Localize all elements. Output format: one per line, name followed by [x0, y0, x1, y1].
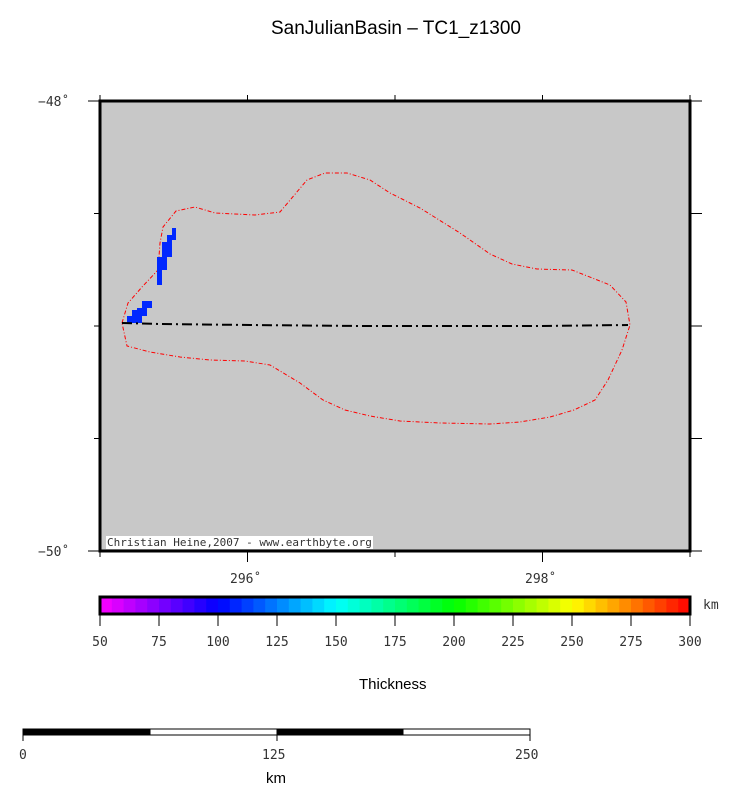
map-title: SanJulianBasin – TC1_z1300: [271, 18, 521, 39]
colorbar-swatch: [477, 597, 490, 614]
scale-label: 250: [515, 748, 539, 763]
scale-bar: [22, 728, 531, 741]
colorbar-swatch: [442, 597, 455, 614]
colorbar-swatch: [218, 597, 231, 614]
thickness-cell: [127, 316, 142, 323]
colorbar-swatch: [359, 597, 372, 614]
colorbar-ticks: [99, 614, 691, 626]
colorbar-swatch: [607, 597, 620, 614]
colorbar-swatch: [147, 597, 160, 614]
colorbar-swatch: [430, 597, 443, 614]
colorbar-swatch: [454, 597, 467, 614]
colorbar-swatch: [347, 597, 361, 614]
colorbar-swatch: [265, 597, 278, 614]
colorbar-swatch: [206, 597, 219, 614]
colorbar-swatch: [182, 597, 195, 614]
lat-label: −50˚: [38, 545, 70, 560]
map-frame-background: [100, 101, 690, 551]
thickness-cell: [167, 235, 172, 242]
colorbar-tick-label: 200: [442, 635, 466, 650]
colorbar-swatch: [465, 597, 479, 614]
colorbar-tick-label: 75: [151, 635, 167, 650]
lon-label: 296˚: [230, 572, 262, 587]
colorbar-swatch: [489, 597, 502, 614]
colorbar-swatch: [241, 597, 254, 614]
lon-label: 298˚: [525, 572, 557, 587]
colorbar-swatch: [159, 597, 172, 614]
colorbar-swatch: [418, 597, 431, 614]
thickness-cell: [142, 301, 152, 308]
lat-label: −48˚: [38, 95, 70, 110]
colorbar-swatch: [111, 597, 125, 614]
colorbar-swatch: [123, 597, 136, 614]
scale-label: 0: [19, 748, 27, 763]
colorbar-swatch: [336, 597, 349, 614]
colorbar-swatch: [536, 597, 549, 614]
colorbar-swatch: [654, 597, 667, 614]
colorbar-swatch: [678, 597, 691, 614]
scale-label: 125: [262, 748, 286, 763]
thickness-cell: [172, 228, 176, 240]
colorbar-swatch: [560, 597, 573, 614]
colorbar-swatch: [642, 597, 656, 614]
colorbar: [100, 597, 691, 614]
colorbar-swatch: [572, 597, 585, 614]
colorbar-tick-label: 275: [619, 635, 643, 650]
thickness-cell: [162, 257, 167, 270]
colorbar-swatch: [324, 597, 337, 614]
credit-label: Christian Heine,2007 - www.earthbyte.org: [106, 536, 373, 549]
colorbar-swatch: [583, 597, 597, 614]
colorbar-swatch: [619, 597, 632, 614]
colorbar-swatch: [100, 597, 113, 614]
thickness-cell: [162, 242, 172, 257]
colorbar-swatch: [194, 597, 207, 614]
colorbar-tick-label: 150: [324, 635, 348, 650]
thickness-cell: [157, 257, 162, 285]
colorbar-tick-label: 125: [265, 635, 289, 650]
colorbar-swatch: [595, 597, 608, 614]
colorbar-tick-label: 100: [206, 635, 230, 650]
colorbar-swatch: [288, 597, 302, 614]
colorbar-swatch: [312, 597, 325, 614]
colorbar-swatch: [395, 597, 408, 614]
basin-outline: [121, 172, 631, 425]
colorbar-swatch: [135, 597, 148, 614]
colorbar-swatch: [501, 597, 514, 614]
scale-unit: km: [266, 770, 286, 787]
colorbar-swatch: [277, 597, 290, 614]
colorbar-swatch: [524, 597, 538, 614]
colorbar-swatch: [548, 597, 561, 614]
colorbar-swatch: [253, 597, 266, 614]
map-ticks: [88, 95, 702, 562]
colorbar-tick-label: 300: [678, 635, 702, 650]
colorbar-tick-label: 225: [501, 635, 525, 650]
thickness-cells: [127, 228, 176, 323]
colorbar-swatch: [383, 597, 396, 614]
colorbar-swatch: [300, 597, 313, 614]
colorbar-tick-label: 250: [560, 635, 584, 650]
colorbar-label: Thickness: [359, 676, 427, 693]
colorbar-tick-label: 50: [92, 635, 108, 650]
colorbar-swatch: [229, 597, 243, 614]
colorbar-swatch: [666, 597, 679, 614]
colorbar-swatch: [406, 597, 420, 614]
colorbar-swatch: [170, 597, 184, 614]
thickness-cell: [137, 308, 147, 316]
colorbar-unit: km: [703, 598, 719, 613]
colorbar-tick-label: 175: [383, 635, 407, 650]
colorbar-swatch: [371, 597, 384, 614]
colorbar-swatch: [513, 597, 526, 614]
colorbar-swatch: [631, 597, 644, 614]
